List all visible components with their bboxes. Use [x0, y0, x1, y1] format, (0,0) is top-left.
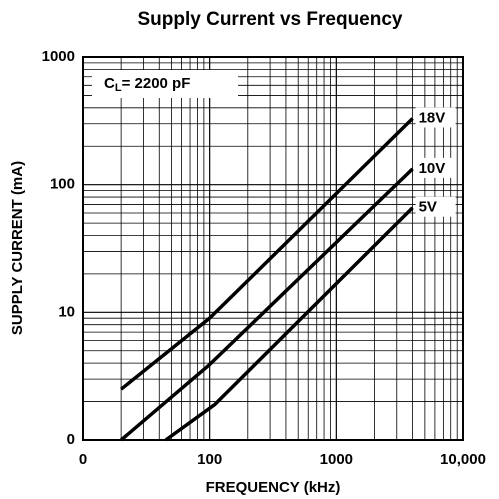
x-tick-label: 100 [197, 451, 222, 468]
annotation-box [92, 70, 238, 98]
series-label: 10V [419, 160, 446, 177]
x-tick-label: 0 [79, 451, 87, 468]
series-line [119, 167, 414, 442]
y-tick-label: 100 [50, 176, 75, 193]
series-label: 18V [419, 109, 446, 126]
y-tick-label: 10 [58, 303, 75, 320]
series-label-bg [415, 157, 456, 178]
y-tick-label: 0 [67, 431, 75, 448]
x-axis-label: FREQUENCY (kHz) [206, 479, 341, 496]
annotation-main: C [104, 75, 115, 92]
x-tick-label: 10,000 [440, 451, 486, 468]
annotation-rest: = 2200 pF [122, 75, 191, 92]
series-label-bg [415, 107, 456, 128]
y-tick-label: 1000 [42, 48, 75, 65]
series-label: 5V [419, 199, 437, 216]
series-line [120, 117, 414, 391]
annotation: CL= 2200 pF [104, 75, 190, 94]
y-axis-label: SUPPLY CURRENT (mA) [9, 161, 26, 335]
annotation-sub: L [115, 82, 122, 94]
chart-title: Supply Current vs Frequency [137, 9, 402, 30]
series-label-bg [415, 196, 456, 217]
plot-frame [82, 56, 464, 441]
x-tick-label: 1000 [320, 451, 353, 468]
series-line [164, 206, 414, 442]
